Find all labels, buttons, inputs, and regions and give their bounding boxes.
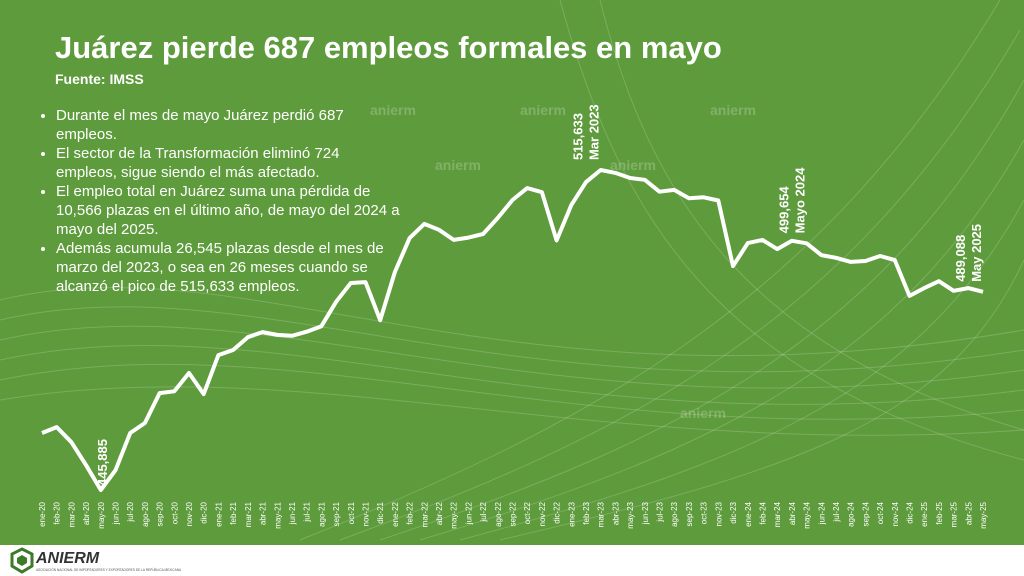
x-tick-label: dic-23 [729,501,738,523]
x-tick-label: may-23 [626,501,635,528]
source: Fuente: IMSS [55,71,144,87]
x-tick-label: jul-24 [832,501,841,522]
x-tick-label: feb-21 [229,501,238,524]
logo-name: ANIERM [35,550,100,567]
x-tick-label: mar-21 [244,501,253,527]
x-tick-label: sep-24 [861,501,870,526]
x-tick-label: may-20 [97,501,106,528]
bullet: El empleo total en Juárez suma una pérdi… [56,182,401,239]
x-tick-label: jun-20 [112,501,121,525]
x-tick-label: mar-24 [773,501,782,527]
x-tick-label: sep-21 [332,501,341,526]
x-tick-label: oct-21 [347,501,356,524]
logo-icon [17,555,27,566]
x-tick-label: feb-23 [582,501,591,524]
bullet: Durante el mes de mayo Juárez perdió 687… [56,106,401,144]
x-tick-label: ene-25 [920,501,929,526]
x-tick-label: dic-22 [553,501,562,523]
x-tick-label: ene-24 [744,501,753,526]
watermarks: anierm anierm anierm anierm anierm anier… [370,102,756,421]
x-tick-label: feb-24 [758,501,767,524]
watermark: anierm [370,102,416,118]
x-tick-label: may-24 [803,501,812,528]
watermark: anierm [435,157,481,173]
line [41,168,984,492]
x-tick-label: jun-24 [817,501,826,525]
x-tick-label: may-22 [450,501,459,528]
data-label: 499,654 [777,186,792,234]
x-tick-label: ene-22 [391,501,400,526]
x-tick-label: jul-21 [303,501,312,522]
x-tick-label: ago-20 [141,501,150,526]
x-tick-label: mar-22 [420,501,429,527]
x-tick-label: jul-23 [656,501,665,522]
watermark: anierm [710,102,756,118]
background [0,0,1024,545]
x-tick-label: mar-25 [950,501,959,527]
x-tick-label: nov-24 [891,501,900,526]
x-tick-label: oct-23 [700,501,709,524]
x-tick-label: sep-22 [509,501,518,526]
x-tick-label: abr-25 [964,501,973,525]
x-tick-label: jul-22 [479,501,488,522]
x-tick-label: abr-23 [611,501,620,525]
x-tick-label: abr-24 [788,501,797,525]
logo: ANIERM ASOCIACIÓN NACIONAL DE IMPORTADOR… [10,547,182,574]
x-tick-label: jun-22 [464,501,473,525]
x-tick-label: dic-20 [200,501,209,523]
x-tick-label: may-21 [273,501,282,528]
x-tick-label: nov-21 [361,501,370,526]
x-tick-label: dic-24 [905,501,914,523]
x-tick-label: abr-21 [259,501,268,525]
x-tick-label: jul-20 [126,501,135,522]
x-tick-label: sep-23 [685,501,694,526]
x-tick-label: oct-22 [523,501,532,524]
bullet: Además acumula 26,545 plazas desde el me… [56,239,401,296]
x-tick-label: oct-24 [876,501,885,524]
bullet: El sector de la Transformación eliminó 7… [56,144,401,182]
x-tick-label: ago-22 [494,501,503,526]
x-tick-label: feb-22 [406,501,415,524]
date-label: May 2025 [969,224,984,282]
date-label: Mar 2023 [587,104,602,160]
x-tick-label: jun-23 [641,501,650,525]
data-label: 445,885 [95,439,110,486]
x-tick-label: nov-22 [538,501,547,526]
x-tick-label: ago-21 [317,501,326,526]
data-label: 515,633 [571,113,586,160]
x-tick-label: feb-25 [935,501,944,524]
x-tick-label: nov-20 [185,501,194,526]
logo-icon [10,547,34,574]
x-tick-label: oct-20 [170,501,179,524]
x-tick-label: feb-20 [53,501,62,524]
x-tick-label: ene-23 [567,501,576,526]
x-tick-label: mar-23 [597,501,606,527]
decor-mesh [0,0,1024,541]
logo-tagline: ASOCIACIÓN NACIONAL DE IMPORTADORES Y EX… [36,567,182,572]
x-tick-label: ene-21 [214,501,223,526]
x-tick-label: mar-20 [67,501,76,527]
x-tick-label: dic-21 [376,501,385,523]
x-tick-label: abr-20 [82,501,91,525]
watermark: anierm [680,405,726,421]
watermark: anierm [610,157,656,173]
data-label: 489,088 [953,235,968,282]
date-label: Mayo 2024 [793,167,808,234]
x-tick-label: sep-20 [156,501,165,526]
x-tick-label: ago-24 [847,501,856,526]
chart-title: Juárez pierde 687 empleos formales en ma… [55,30,722,65]
x-tick-label: ago-23 [670,501,679,526]
x-tick-label: jun-21 [288,501,297,525]
bullet-list: Durante el mes de mayo Juárez perdió 687… [30,106,401,296]
x-tick-label: nov-23 [714,501,723,526]
x-tick-label: may-25 [979,501,988,528]
x-tick-label: ene-20 [38,501,47,526]
watermark: anierm [520,102,566,118]
x-tick-label: abr-22 [435,501,444,525]
